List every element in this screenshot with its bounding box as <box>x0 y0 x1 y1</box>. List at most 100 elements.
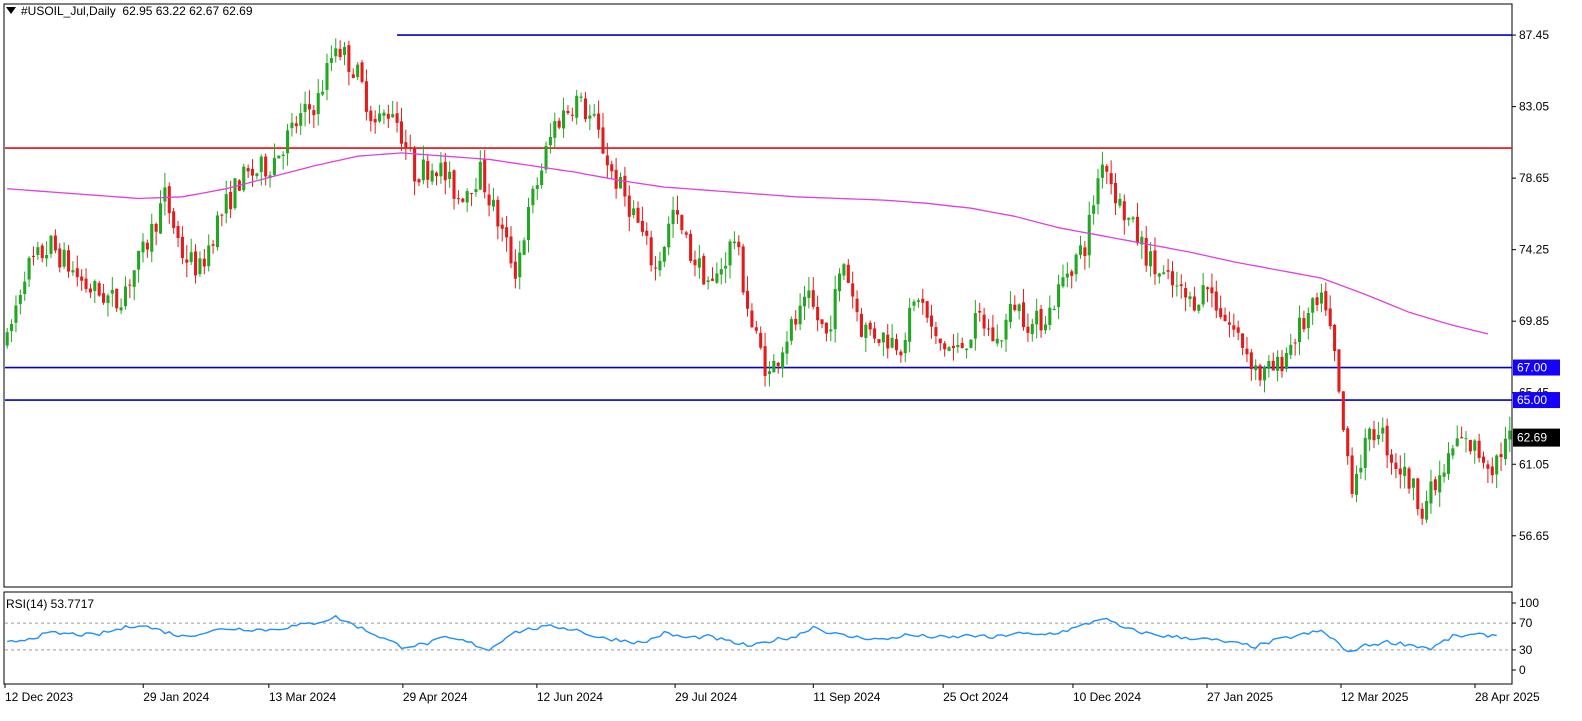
candle-bull <box>163 187 167 202</box>
candle-bear <box>886 334 890 349</box>
candle-bear <box>395 113 399 123</box>
candle-bull <box>956 344 960 348</box>
candle-bear <box>31 255 36 257</box>
candle-bear <box>97 283 101 296</box>
candle-bull <box>1096 178 1100 205</box>
candle-bull <box>110 290 114 294</box>
candle-bear <box>115 288 119 309</box>
candle-bear <box>741 246 745 293</box>
candle-bear <box>877 339 881 343</box>
candle-bull <box>1319 292 1323 304</box>
candle-bull <box>1162 272 1166 275</box>
candle-bear <box>80 276 84 281</box>
candle-bear <box>846 264 850 283</box>
candle-bull <box>259 156 263 172</box>
candle-bear <box>938 338 942 344</box>
candle-bull <box>1267 361 1271 369</box>
level-badge <box>1513 359 1560 376</box>
price-tick-label: 74.25 <box>1519 243 1549 257</box>
candle-bull <box>1008 303 1012 323</box>
candle-bull <box>973 313 977 339</box>
candle-bull <box>544 145 548 170</box>
candle-bull <box>1017 304 1021 312</box>
candle-bull <box>281 154 285 157</box>
candle-bear <box>102 293 106 303</box>
candle-bear <box>1022 302 1026 328</box>
candle-bull <box>833 289 837 330</box>
candle-bear <box>1333 324 1337 352</box>
candle-bear <box>1013 304 1017 311</box>
candle-bear <box>1144 237 1148 266</box>
chart-header: #USOIL_Jul,Daily 62.95 63.22 62.67 62.69 <box>6 4 253 18</box>
candle-bull <box>71 270 75 273</box>
candle-bear <box>373 118 377 123</box>
candle-bear <box>649 237 653 266</box>
candle-bear <box>1166 270 1170 272</box>
candle-bull <box>1052 309 1056 311</box>
candle-bull <box>342 47 347 56</box>
candle-bear <box>1210 287 1214 294</box>
candle-bear <box>986 328 991 330</box>
candle-bull <box>658 260 662 271</box>
candle-bear <box>1293 342 1297 344</box>
candle-bear <box>172 211 176 228</box>
candle-bull <box>356 64 360 78</box>
candle-bull <box>316 93 320 115</box>
candle-bull <box>224 194 228 214</box>
candle-bear <box>1192 296 1196 311</box>
candle-bear <box>737 241 741 248</box>
candle-bear <box>824 322 828 334</box>
candle-bear <box>645 230 649 236</box>
collapse-triangle-icon[interactable] <box>6 7 16 14</box>
candle-bull <box>150 223 154 252</box>
candle-bear <box>1280 356 1284 372</box>
candle-bull <box>233 178 237 209</box>
candle-bear <box>1219 308 1223 318</box>
candle-bull <box>995 338 999 344</box>
candle-bull <box>842 264 846 276</box>
price-tick-label: 61.05 <box>1519 457 1549 471</box>
candle-bear <box>776 362 780 367</box>
candle-bear <box>978 310 982 313</box>
candle-bull <box>1078 245 1083 255</box>
candle-bear <box>417 179 421 183</box>
candle-bear <box>951 345 955 349</box>
candle-bull <box>531 188 535 206</box>
candle-bear <box>1499 454 1503 458</box>
candle-bear <box>1105 166 1109 172</box>
time-tick-label: 13 Mar 2024 <box>269 690 337 704</box>
candle-bear <box>404 142 408 149</box>
candle-bull <box>632 208 636 216</box>
candle-bear <box>312 110 316 116</box>
candle-bull <box>1429 481 1433 504</box>
candle-bear <box>557 120 561 128</box>
candle-bull <box>724 265 728 269</box>
rsi-tick-label: 70 <box>1519 616 1533 630</box>
candle-bull <box>1065 273 1069 278</box>
time-tick-label: 29 Jul 2024 <box>675 690 737 704</box>
candle-bull <box>1508 430 1512 440</box>
candle-bear <box>943 343 947 350</box>
candle-bear <box>1394 462 1398 470</box>
price-tick-label: 78.65 <box>1519 171 1549 185</box>
candle-bear <box>1350 455 1354 494</box>
candle-bull <box>1438 475 1442 493</box>
candle-bear <box>684 232 688 235</box>
rsi-tick-label: 30 <box>1519 643 1533 657</box>
candle-bear <box>194 251 198 276</box>
candle-bull <box>277 155 281 159</box>
candle-bear <box>1241 333 1245 348</box>
candle-bear <box>1223 314 1227 322</box>
candle-bear <box>180 236 184 259</box>
candle-bull <box>789 319 793 341</box>
candle-bull <box>697 258 701 268</box>
candle-bear <box>461 198 465 202</box>
candle-bear <box>1070 271 1074 276</box>
candle-bear <box>75 268 79 278</box>
candle-bear <box>1486 464 1490 469</box>
candle-bear <box>763 346 767 376</box>
candle-bear <box>1245 348 1249 355</box>
candle-bear <box>154 223 158 232</box>
candle-bull <box>912 301 916 306</box>
candle-bull <box>579 96 583 98</box>
